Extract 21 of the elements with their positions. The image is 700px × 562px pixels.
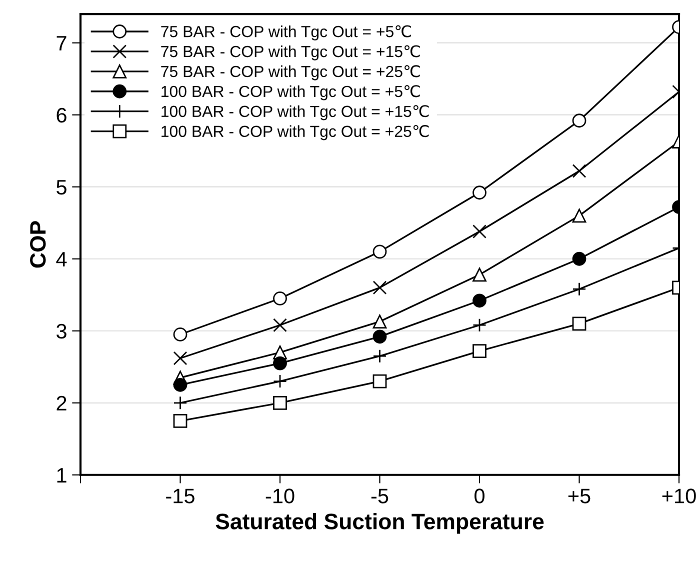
x-tick-label: 0	[474, 488, 484, 504]
y-tick-label: 1	[57, 468, 66, 482]
y-axis-title: COP	[30, 221, 46, 268]
x-tick-label: +5	[568, 488, 590, 504]
y-tick-label: 5	[56, 180, 66, 195]
y-tick-label: 2	[56, 396, 66, 410]
legend-label: 75 BAR - COP with Tgc Out = +15℃	[161, 45, 420, 60]
legend-label: 100 BAR - COP with Tgc Out = +5℃	[162, 85, 420, 100]
legend-label: 100 BAR - COP with Tgc Out = +25℃	[162, 125, 429, 140]
x-tick-label: -10	[266, 488, 294, 504]
x-tick-label: -15	[166, 488, 194, 504]
legend-label: 75 BAR - COP with Tgc Out = +5℃	[161, 25, 411, 40]
y-tick-label: 4	[56, 252, 67, 266]
y-tick-label: 7	[56, 36, 66, 50]
y-tick-label: 6	[56, 108, 66, 123]
legend-label: 100 BAR - COP with Tgc Out = +15℃	[162, 105, 429, 120]
x-axis-title: Saturated Suction Temperature	[216, 513, 544, 534]
x-tick-label: +10	[662, 488, 696, 504]
legend-label: 75 BAR - COP with Tgc Out = +25℃	[161, 65, 420, 80]
y-tick-label: 3	[56, 324, 66, 339]
x-tick-label: -5	[371, 488, 388, 504]
